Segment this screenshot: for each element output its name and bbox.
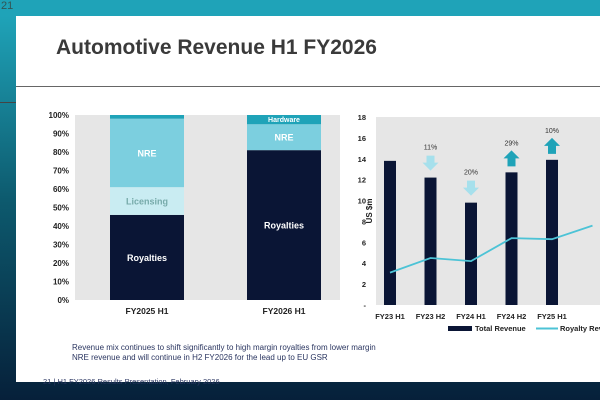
y-tick-label: 90%: [53, 130, 69, 139]
bar-segment-nre: [110, 118, 184, 188]
x-tick-label: FY24 H2: [497, 312, 527, 321]
x-tick-label: FY25 H1: [537, 312, 567, 321]
segment-label: Royalties: [127, 253, 167, 263]
y-tick-label: 50%: [53, 204, 69, 213]
bar-segment-hardware: [110, 115, 184, 119]
segment-label: Hardware: [268, 117, 300, 124]
y-tick-label: 0%: [57, 296, 69, 305]
bar-segment-royalties: [247, 150, 321, 300]
y-axis-label: US $m: [365, 199, 374, 224]
page-number: 21: [1, 0, 14, 12]
x-tick-label: FY24 H1: [456, 312, 486, 321]
y-tick-label: -: [364, 301, 367, 310]
bar-total-revenue: [465, 202, 477, 305]
legend-label: Total Revenue: [475, 324, 526, 333]
y-tick-label: 12: [358, 176, 366, 185]
change-label: 11%: [424, 145, 438, 152]
x-tick-label: FY2025 H1: [126, 306, 169, 316]
arrow-down-icon: [463, 180, 479, 196]
footer: 21 | H1 FY2026 Results Presentation, Feb…: [43, 377, 220, 386]
x-tick-label: FY23 H1: [375, 312, 405, 321]
bar-segment-royalties: [110, 214, 184, 300]
change-label: 29%: [504, 140, 518, 147]
caption: Revenue mix continues to shift significa…: [72, 343, 376, 362]
bar-total-revenue: [546, 159, 558, 305]
page-title: Automotive Revenue H1 FY2026: [56, 36, 377, 59]
charts: 0% 10% 20% 30% 40% 50% 60% 70% 80% 90% 100% Royalti…: [49, 111, 600, 333]
y-tick-label: 10%: [53, 278, 69, 287]
y-tick-label: 60%: [53, 185, 69, 194]
segment-label: NRE: [274, 133, 293, 143]
y-tick-label: 14: [358, 155, 367, 164]
segment-label: Licensing: [126, 197, 168, 207]
arrow-up-icon: [503, 150, 520, 167]
divider: [0, 102, 16, 103]
legend-label: Royalty Revenue: [560, 324, 600, 333]
line-royalty-revenue: [389, 224, 593, 274]
arrow-up-icon: [544, 137, 560, 154]
segment-label: Royalties: [264, 221, 304, 231]
bar-total-revenue: [424, 177, 437, 305]
y-tick-label: 70%: [53, 167, 69, 176]
y-tick-label: 4: [362, 259, 367, 268]
change-label: 20%: [464, 170, 478, 177]
x-tick-label: FY2026 H1: [263, 306, 306, 316]
y-tick-label: 30%: [53, 241, 69, 250]
bar-segment-nre: [247, 124, 321, 151]
y-tick-label: 100%: [49, 111, 69, 120]
y-tick-label: 6: [362, 238, 366, 247]
y-tick-label: 16: [358, 134, 366, 143]
y-tick-label: 8: [362, 217, 366, 226]
bar-segment-licensing: [110, 187, 184, 215]
plot-area: [376, 117, 600, 305]
y-tick-label: 40%: [53, 222, 69, 231]
arrow-down-icon: [422, 155, 439, 171]
y-tick-label: 2: [362, 280, 366, 289]
y-tick-label: 20%: [53, 259, 69, 268]
bar-segment-hardware: [247, 115, 321, 125]
slide: Automotive Revenue H1 FY2026 0% 10% 20% 30%…: [0, 16, 600, 386]
y-tick-label: 80%: [53, 148, 69, 157]
segment-label: NRE: [137, 148, 156, 158]
y-tick-label: 10: [358, 197, 366, 206]
divider: [16, 86, 600, 87]
change-label: 10%: [545, 128, 559, 135]
x-tick-label: FY23 H2: [416, 312, 446, 321]
legend-swatch-total: [448, 326, 472, 331]
y-tick-label: 18: [358, 113, 366, 122]
bar-total-revenue: [384, 160, 396, 305]
